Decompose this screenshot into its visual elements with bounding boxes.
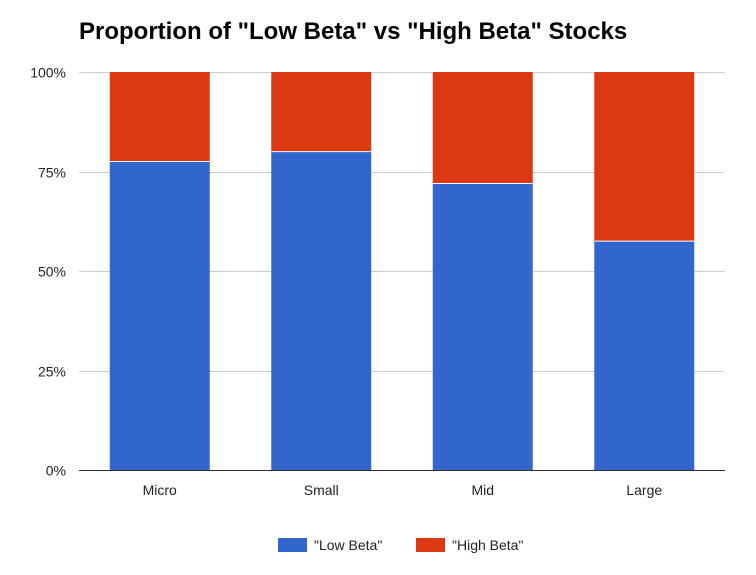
legend: "Low Beta" "High Beta" <box>278 537 523 553</box>
y-tick-label: 100% <box>30 65 66 81</box>
x-tick-label: Large <box>626 482 662 498</box>
bar-high-beta-mid[interactable] <box>432 72 533 184</box>
legend-swatch-high-beta[interactable] <box>416 538 445 552</box>
y-tick-label: 50% <box>38 264 66 280</box>
chart-title: Proportion of "Low Beta" vs "High Beta" … <box>79 18 628 45</box>
bars <box>109 72 695 471</box>
axes: 0% 25% 50% 75% 100% Micro Small Mid Large <box>30 65 725 498</box>
bar-low-beta-micro[interactable] <box>109 161 210 471</box>
bar-high-beta-small[interactable] <box>271 72 372 152</box>
legend-swatch-low-beta[interactable] <box>278 538 307 552</box>
bar-low-beta-small[interactable] <box>271 151 372 470</box>
legend-label-high-beta[interactable]: "High Beta" <box>452 537 523 553</box>
bar-low-beta-mid[interactable] <box>432 183 533 470</box>
x-tick-label: Micro <box>143 482 177 498</box>
bar-low-beta-large[interactable] <box>594 241 695 470</box>
bar-high-beta-large[interactable] <box>594 72 695 242</box>
x-tick-label: Mid <box>471 482 494 498</box>
y-tick-label: 75% <box>38 165 66 181</box>
x-tick-label: Small <box>304 482 339 498</box>
y-tick-label: 25% <box>38 364 66 380</box>
y-tick-label: 0% <box>46 463 66 479</box>
legend-label-low-beta[interactable]: "Low Beta" <box>314 537 382 553</box>
bar-high-beta-micro[interactable] <box>109 72 210 162</box>
